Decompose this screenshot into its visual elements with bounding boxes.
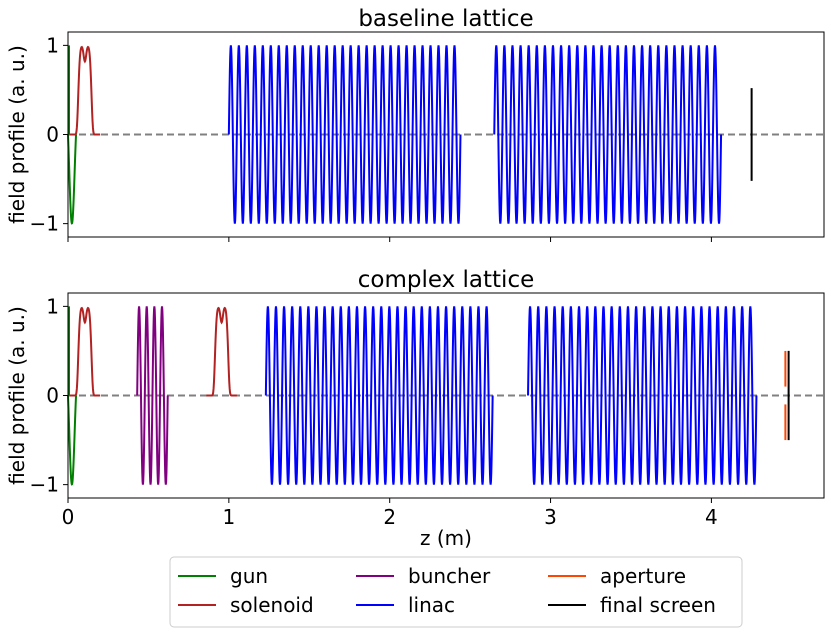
y-tick-label: 1	[46, 33, 59, 57]
y-tick-label: 0	[46, 123, 59, 147]
y-axis-label-top: field profile (a. u.)	[5, 45, 29, 224]
linac-field-curve	[527, 306, 758, 485]
legend: gun solenoid buncher linac aperture final scr…	[169, 556, 743, 628]
x-tick-label: 0	[62, 505, 75, 529]
plot-area-bottom	[67, 306, 824, 486]
panel-title-complex: complex lattice	[358, 267, 535, 293]
x-axis-label: z (m)	[420, 526, 472, 550]
axes-frame-bottom	[67, 292, 825, 499]
solenoid-field-curve	[206, 306, 237, 397]
axes-frame-top	[67, 31, 825, 238]
x-tick-label: 4	[705, 505, 718, 529]
legend-label: gun	[230, 564, 268, 588]
legend-label: linac	[408, 593, 455, 617]
buncher-field-curve	[136, 306, 169, 485]
gun-field-curve	[67, 395, 78, 486]
y-tick-label: −1	[30, 473, 59, 497]
plot-area-top	[67, 45, 824, 225]
y-tick-label: −1	[30, 212, 59, 236]
y-tick-label: 0	[46, 384, 59, 408]
solenoid-field-curve	[69, 306, 101, 397]
x-tick-label: 2	[383, 505, 396, 529]
ticks-top: −1 0 1	[30, 33, 712, 242]
legend-label: aperture	[600, 564, 686, 588]
legend-frame	[169, 556, 743, 628]
complex-lattice-panel: complex lattice field profile (a. u.) z …	[5, 267, 825, 550]
linac-field-curve	[493, 45, 723, 224]
panel-title-baseline: baseline lattice	[358, 6, 533, 32]
linac-field-curve	[264, 306, 494, 485]
legend-label: buncher	[408, 564, 491, 588]
solenoid-field-curve	[69, 45, 101, 136]
linac-field-curve	[227, 45, 462, 224]
baseline-lattice-panel: baseline lattice field profile (a. u.) −…	[5, 6, 825, 242]
gun-field-curve	[67, 134, 78, 225]
x-tick-label: 3	[544, 505, 557, 529]
y-axis-label-bottom: field profile (a. u.)	[5, 306, 29, 485]
legend-label: solenoid	[230, 593, 314, 617]
x-tick-label: 1	[222, 505, 235, 529]
y-tick-label: 1	[46, 294, 59, 318]
legend-label: final screen	[600, 593, 716, 617]
